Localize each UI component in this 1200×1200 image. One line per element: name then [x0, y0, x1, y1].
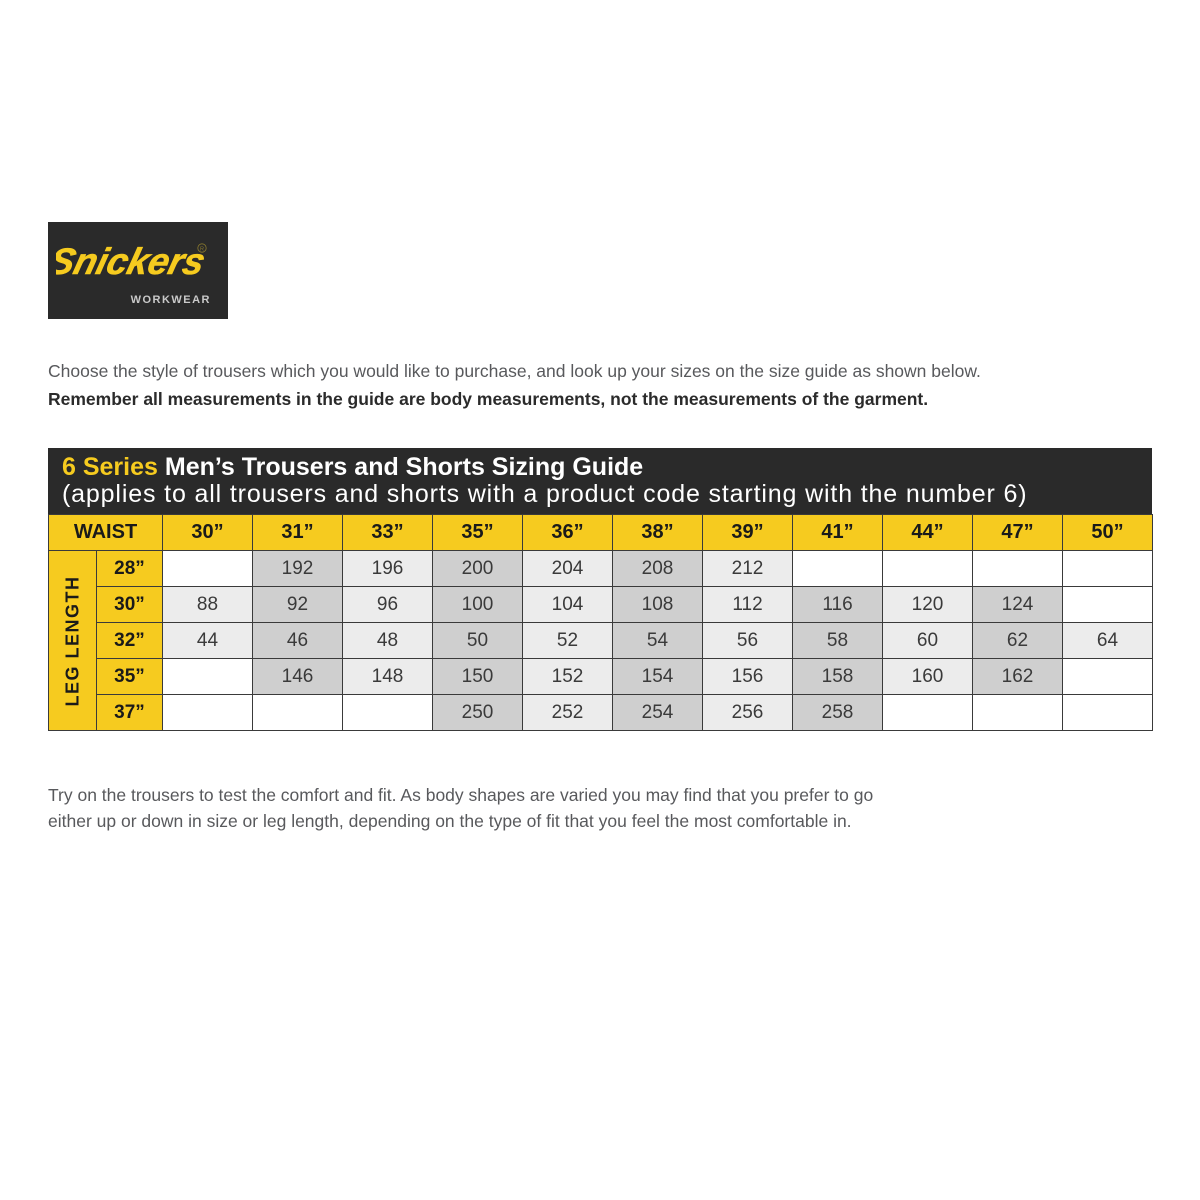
svg-text:R: R [200, 247, 204, 253]
svg-text:Snickers: Snickers [56, 241, 210, 282]
